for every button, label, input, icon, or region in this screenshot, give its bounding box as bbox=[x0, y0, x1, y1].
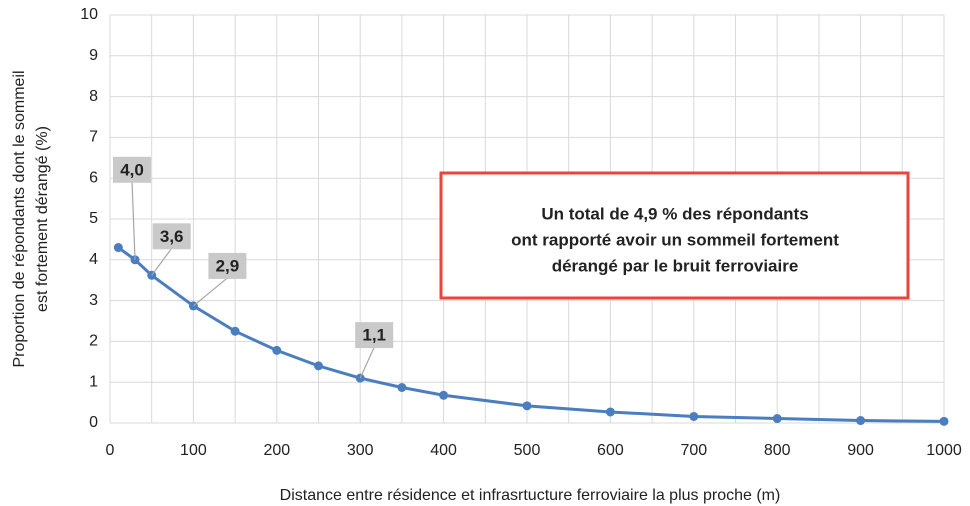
point bbox=[113, 243, 123, 253]
y-axis-title: Proportion de répondants dont le sommeil bbox=[11, 70, 28, 367]
value-label-box bbox=[208, 252, 247, 279]
leader-line bbox=[131, 181, 136, 260]
y-tick-label: 5 bbox=[89, 210, 98, 227]
x-tick-label: 100 bbox=[180, 442, 207, 459]
point bbox=[522, 401, 532, 411]
x-tick-label: 900 bbox=[847, 442, 874, 459]
leader-line bbox=[193, 277, 228, 307]
y-tick-label: 1 bbox=[89, 373, 98, 390]
point bbox=[689, 411, 699, 421]
point bbox=[314, 361, 323, 371]
x-axis-title: Distance entre résidence et infrasrtuctu… bbox=[280, 487, 781, 504]
value-label-box bbox=[152, 223, 191, 250]
point bbox=[772, 414, 782, 424]
x-tick-label: 700 bbox=[680, 442, 707, 459]
point bbox=[856, 416, 866, 426]
point bbox=[939, 416, 949, 426]
annotation-text: dérangé par le bruit ferroviaire bbox=[552, 256, 799, 275]
y-tick-label: 10 bbox=[80, 6, 98, 23]
y-tick-label: 4 bbox=[89, 251, 98, 268]
value-label: 4,0 bbox=[120, 160, 144, 179]
x-tick-label: 400 bbox=[430, 442, 457, 459]
x-tick-label: 200 bbox=[263, 442, 290, 459]
point bbox=[230, 326, 240, 336]
x-tick-label: 500 bbox=[514, 442, 541, 459]
x-tick-label: 0 bbox=[106, 442, 115, 459]
value-label: 2,9 bbox=[216, 256, 240, 275]
y-tick-label: 8 bbox=[89, 88, 98, 105]
value-label-box bbox=[355, 322, 394, 349]
point bbox=[272, 345, 282, 355]
y-axis-title: est fortement dérangé (%) bbox=[34, 126, 51, 312]
line bbox=[117, 246, 945, 423]
x-tick-label: 600 bbox=[597, 442, 624, 459]
point bbox=[605, 407, 615, 417]
y-tick-label: 2 bbox=[89, 333, 98, 350]
x-tick-label: 1000 bbox=[926, 442, 962, 459]
point bbox=[439, 390, 449, 400]
annotation-text: Un total de 4,9 % des répondants bbox=[541, 204, 808, 223]
leader-line bbox=[151, 247, 173, 276]
y-tick-label: 3 bbox=[89, 292, 98, 309]
leader-line bbox=[359, 346, 375, 379]
y-tick-label: 0 bbox=[89, 414, 98, 431]
value-label-box bbox=[113, 156, 152, 183]
y-tick-label: 7 bbox=[89, 129, 98, 146]
y-tick-label: 6 bbox=[89, 169, 98, 186]
y-tick-label: 9 bbox=[89, 47, 98, 64]
x-tick-label: 800 bbox=[764, 442, 791, 459]
x-tick-label: 300 bbox=[347, 442, 374, 459]
value-label: 1,1 bbox=[362, 326, 386, 345]
value-label: 3,6 bbox=[160, 227, 184, 246]
annotation-text: ont rapporté avoir un sommeil fortement bbox=[511, 230, 839, 249]
point bbox=[397, 383, 407, 393]
annotation-box bbox=[439, 171, 910, 300]
